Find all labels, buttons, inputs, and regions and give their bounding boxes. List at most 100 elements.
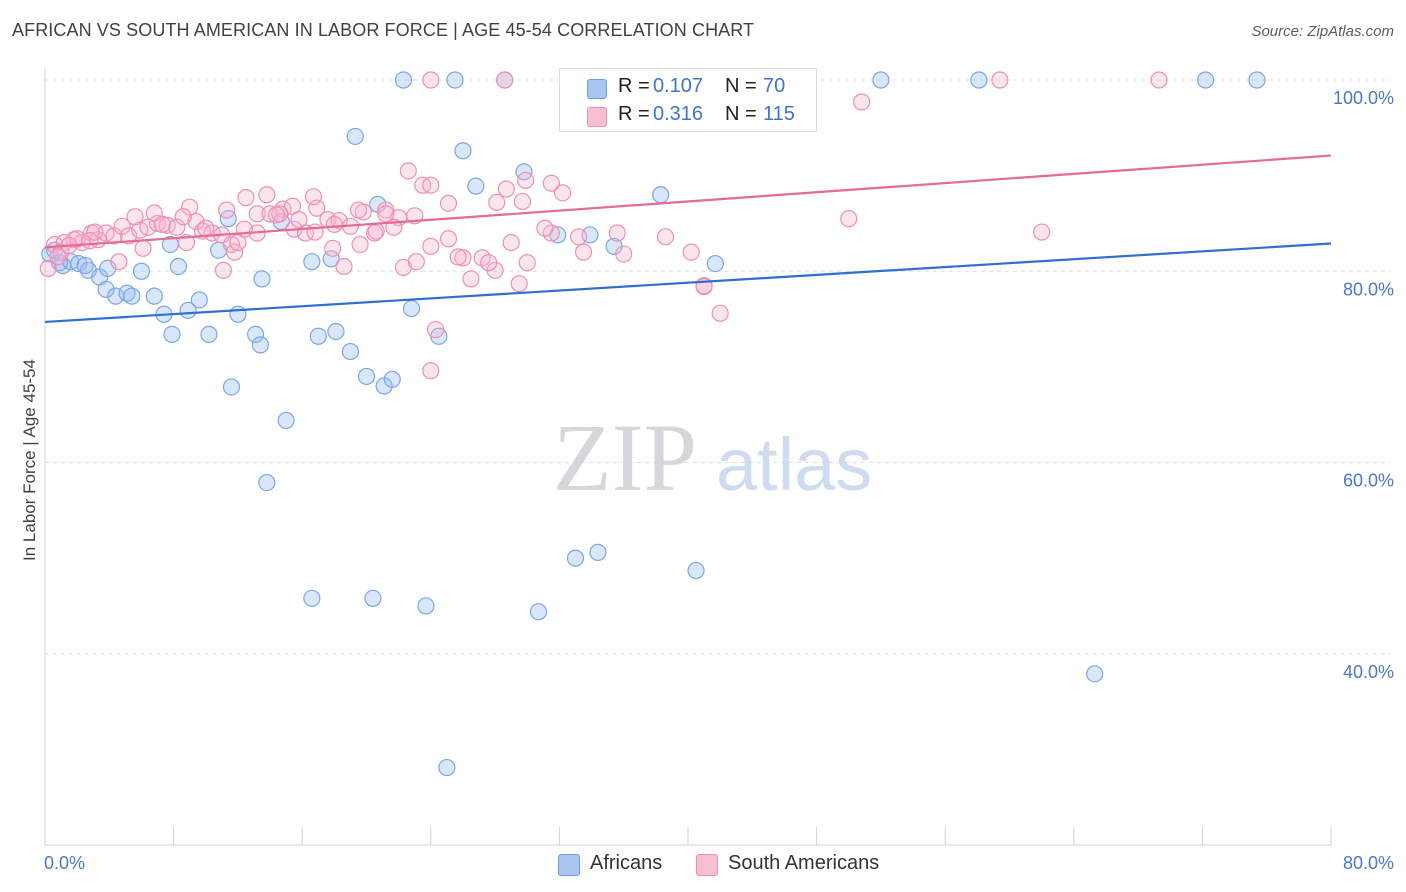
data-point-south-americans [711,304,729,322]
source-label: Source: ZipAtlas.com [1251,23,1394,40]
data-point-south-americans [422,176,440,194]
legend-label-south-americans: South Americans [728,852,880,874]
trend-line-africans [44,242,1332,324]
data-point-africans [219,210,237,228]
data-point-south-americans [134,239,152,257]
data-point-africans [327,322,345,341]
trend-line-south-americans [44,154,1332,249]
data-point-south-americans [261,205,279,223]
data-point-south-americans [399,162,417,180]
data-point-south-americans [153,215,171,233]
data-point-africans [970,71,988,89]
data-point-africans [346,127,364,146]
data-point-south-americans [168,218,186,236]
data-point-south-americans [496,71,514,89]
data-point-africans [253,270,271,288]
data-point-south-americans [229,233,247,252]
y-tick-label: 40.0% [1343,662,1394,682]
data-point-south-americans [81,232,99,250]
axes [44,68,1332,846]
data-point-africans [515,163,533,181]
data-point-south-americans [1150,71,1168,89]
data-point-south-americans [608,224,626,242]
data-point-south-americans [656,228,675,246]
data-point-africans [303,253,321,271]
data-point-africans [872,71,890,89]
data-point-south-americans [502,233,520,252]
data-point-south-americans [218,201,236,219]
data-point-south-americans [214,261,233,279]
data-point-africans [251,336,270,354]
data-point-africans [1086,665,1104,683]
data-point-africans [200,325,218,343]
data-point-africans [70,255,88,273]
data-point-africans [383,370,401,388]
data-point-south-americans [113,217,131,235]
data-point-africans [76,256,94,275]
legend-n-value: 70 [763,75,786,97]
data-point-africans [309,327,327,345]
data-point-south-americans [325,215,343,233]
data-point-south-americans [237,189,255,207]
legend-n-label: N = [725,103,757,125]
data-point-south-americans [351,235,369,254]
data-point-africans [394,71,413,89]
data-point-south-americans [574,243,593,261]
data-point-africans [246,325,265,343]
data-point-africans [706,255,724,273]
data-point-africans [417,597,435,615]
legend-swatch-south-americans [587,107,607,127]
data-point-africans [529,603,548,621]
data-point-africans [145,287,163,305]
data-point-africans [467,177,485,195]
legend-label-africans: Africans [590,852,663,874]
data-point-africans [179,301,197,320]
data-point-south-americans [304,188,323,206]
data-point-south-americans [274,200,292,218]
data-point-africans [222,378,241,396]
data-point-africans [566,549,585,567]
data-point-south-americans [181,198,199,216]
data-point-africans [1197,71,1215,89]
legend-r-value: 0.107 [653,75,704,97]
data-point-south-americans [39,259,57,277]
data-point-south-americans [226,243,244,261]
data-point-africans [169,257,188,276]
data-point-south-americans [554,184,572,202]
y-tick-label: 100.0% [1333,88,1394,108]
data-point-south-americans [110,253,128,271]
data-point-africans [118,284,136,302]
trend-lines [44,154,1332,324]
legend-row-south-americans: R = 0.316 N = 115 [560,100,816,130]
data-point-south-americans [439,194,458,212]
data-point-south-americans [377,201,395,219]
data-point-africans [402,299,421,318]
legend-row-africans: R = 0.107 N = 70 [560,72,816,102]
data-point-south-americans [840,210,858,228]
y-tick-label: 80.0% [1343,279,1394,299]
legend-r-label: R = [618,75,650,97]
legend-swatch-africans [558,854,580,876]
data-point-south-americans [324,239,342,257]
data-point-africans [357,367,376,386]
tick-labels: 100.0% 80.0% 60.0% 40.0% 0.0% 80.0% [44,88,1394,873]
data-point-africans [163,325,181,343]
watermark-zip: ZIP [553,404,697,511]
data-point-south-americans [377,205,395,223]
data-point-south-americans [570,228,588,246]
watermark-atlas: atlas [716,423,872,506]
data-point-south-americans [536,219,554,237]
data-point-south-americans [407,253,425,271]
data-point-africans [589,543,607,561]
data-point-south-americans [126,208,144,226]
data-point-south-americans [427,320,445,339]
data-point-south-americans [439,230,458,248]
data-point-south-americans [517,171,535,190]
legend-n-value: 115 [763,103,795,125]
data-point-south-americans [449,248,467,266]
data-point-south-americans [853,93,871,111]
data-point-africans [277,411,295,430]
data-point-south-americans [86,223,104,241]
data-point-south-americans [349,201,368,219]
